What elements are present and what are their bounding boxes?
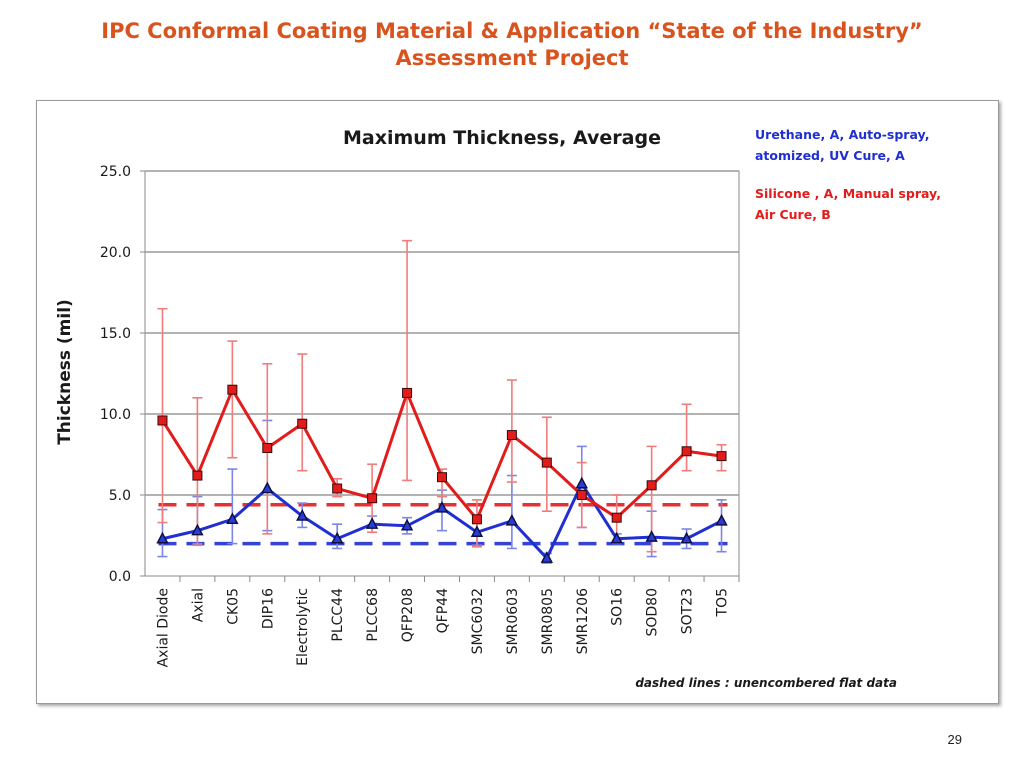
legend-silicone-line1: Silicone , A, Manual spray, — [755, 186, 941, 201]
chart-title: Maximum Thickness, Average — [343, 127, 661, 149]
x-tick-label: SMR0805 — [540, 588, 556, 654]
data-point — [296, 509, 309, 521]
slide-title: IPC Conformal Coating Material & Applica… — [0, 18, 1024, 72]
x-tick-label: QFP208 — [400, 588, 416, 642]
data-point — [227, 384, 238, 395]
data-point — [505, 513, 519, 526]
x-tick-label: DIP16 — [260, 588, 276, 629]
data-point — [611, 512, 622, 523]
chart-frame: 0.0 5.0 10.0 15.0 20.0 25.0 Axial Diode Axial C… — [36, 100, 999, 704]
data-point — [297, 418, 308, 429]
y-tick-label: 10.0 — [100, 407, 131, 423]
y-tick-label: 0.0 — [109, 569, 131, 585]
data-point — [471, 514, 482, 525]
x-tick-label: SMR1206 — [575, 588, 591, 654]
data-point — [576, 490, 587, 500]
data-point — [681, 446, 692, 457]
flat-data-annotation: dashed lines : unencombered flat data — [635, 676, 897, 690]
data-point — [506, 430, 517, 441]
data-point — [367, 493, 378, 504]
data-point — [715, 513, 728, 526]
y-tick-label: 5.0 — [109, 488, 131, 504]
legend: Urethane, A, Auto-spray, atomized, UV Cu… — [755, 127, 941, 222]
series-markers — [156, 384, 728, 563]
x-tick-labels: Axial Diode Axial CK05 DIP16 Electrolytic PLC… — [155, 588, 730, 667]
data-point — [226, 512, 239, 524]
data-point — [435, 500, 449, 513]
data-point — [156, 531, 169, 544]
x-tick-label: TO5 — [715, 588, 731, 617]
page-number: 29 — [947, 732, 962, 747]
x-tick-label: SMR0603 — [505, 588, 521, 654]
data-point — [331, 531, 344, 544]
x-tick-label: CK05 — [225, 588, 241, 625]
slide-title-line1: IPC Conformal Coating Material & Applica… — [101, 19, 923, 43]
x-tick-label: SOT23 — [680, 588, 696, 634]
legend-silicone-line2: Air Cure, B — [755, 207, 831, 222]
data-point — [261, 481, 274, 494]
data-point — [716, 451, 727, 462]
x-tick-label: QFP44 — [435, 588, 451, 633]
data-point — [680, 531, 693, 544]
x-tick-label: PLCC68 — [365, 588, 381, 642]
data-point — [646, 480, 657, 491]
data-point — [610, 531, 623, 544]
y-tick-labels: 0.0 5.0 10.0 15.0 20.0 25.0 — [100, 164, 131, 585]
data-point — [400, 518, 414, 531]
x-tick-label: SOD80 — [645, 588, 661, 637]
y-tick-label: 15.0 — [100, 326, 131, 342]
data-point — [262, 443, 273, 454]
data-point — [191, 523, 204, 536]
y-tick-label: 20.0 — [100, 245, 131, 261]
y-axis-label: Thickness (mil) — [55, 299, 75, 445]
data-point — [365, 517, 379, 529]
y-tick-label: 25.0 — [100, 164, 131, 180]
x-tick-label: Axial Diode — [155, 588, 171, 667]
x-tick-label: SO16 — [610, 588, 626, 626]
thickness-chart: 0.0 5.0 10.0 15.0 20.0 25.0 Axial Diode Axial C… — [55, 127, 941, 690]
data-point — [470, 525, 484, 537]
x-tick-label: Axial — [190, 588, 206, 622]
x-tick-label: PLCC44 — [330, 588, 346, 642]
data-point — [332, 483, 343, 494]
data-point — [541, 457, 552, 468]
slide-title-line2: Assessment Project — [395, 46, 629, 70]
legend-urethane-line1: Urethane, A, Auto-spray, — [755, 127, 929, 142]
x-tick-label: Electrolytic — [295, 588, 311, 666]
data-point — [437, 472, 447, 483]
data-point — [192, 470, 203, 481]
data-point — [157, 415, 168, 426]
data-point — [402, 387, 413, 398]
data-point — [540, 551, 553, 563]
x-tick-label: SMC6032 — [470, 588, 486, 654]
data-point — [575, 476, 588, 489]
legend-urethane-line2: atomized, UV Cure, A — [755, 148, 905, 163]
data-point — [645, 530, 658, 542]
